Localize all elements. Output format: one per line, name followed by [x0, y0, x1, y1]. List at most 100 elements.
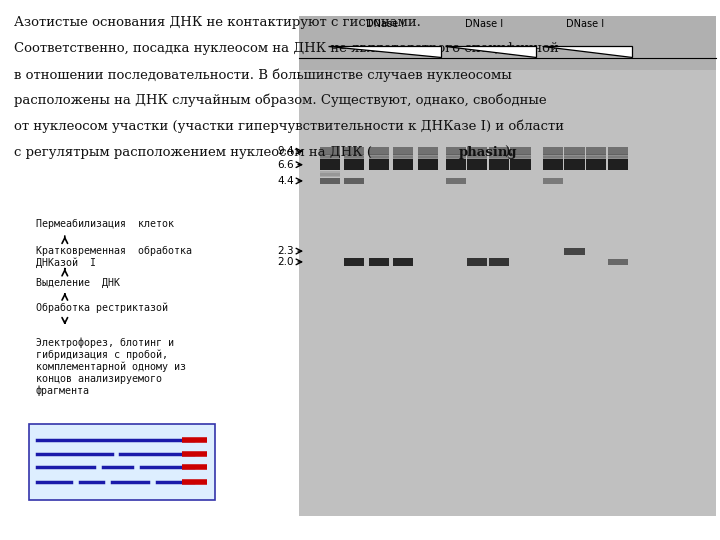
Bar — [586, 154, 606, 157]
Bar — [320, 159, 340, 170]
Bar — [393, 147, 413, 155]
Bar — [320, 173, 340, 176]
Bar — [320, 178, 340, 184]
Bar — [489, 147, 509, 155]
Bar — [467, 147, 487, 155]
Bar — [369, 155, 389, 158]
Text: 6.6: 6.6 — [277, 160, 294, 170]
Bar — [320, 174, 340, 177]
Bar — [418, 159, 438, 170]
Bar — [344, 155, 364, 158]
Bar — [369, 159, 389, 170]
Text: расположены на ДНК случайным образом. Существуют, однако, свободные: расположены на ДНК случайным образом. Су… — [14, 94, 547, 107]
Bar — [299, 16, 716, 516]
Bar — [489, 155, 509, 158]
Bar — [608, 159, 628, 170]
Text: Соответственно, посадка нуклеосом на ДНК не являетсястрого специфичной: Соответственно, посадка нуклеосом на ДНК… — [14, 42, 559, 55]
Bar — [393, 155, 413, 158]
Bar — [510, 159, 531, 170]
Bar — [299, 70, 716, 516]
Bar — [418, 147, 438, 155]
Text: с регулятрым расположением нуклеосом на ДНК (: с регулятрым расположением нуклеосом на … — [14, 146, 372, 159]
Bar — [446, 159, 466, 170]
Bar — [489, 154, 509, 157]
Bar — [320, 156, 340, 159]
Bar — [344, 157, 364, 160]
Bar — [418, 157, 438, 160]
Bar — [393, 159, 413, 170]
Bar — [543, 159, 563, 170]
Bar — [510, 156, 531, 159]
Bar — [543, 157, 563, 160]
Bar — [344, 178, 364, 184]
Bar — [586, 157, 606, 160]
Bar — [564, 157, 585, 160]
Bar — [489, 159, 509, 170]
Text: Выделение  ДНК: Выделение ДНК — [36, 278, 120, 288]
Bar — [418, 156, 438, 159]
Bar — [510, 147, 531, 155]
Text: 4.4: 4.4 — [277, 176, 294, 186]
Bar — [489, 156, 509, 159]
Polygon shape — [542, 46, 632, 57]
Bar — [564, 147, 585, 155]
Text: DNase I: DNase I — [366, 19, 404, 29]
Bar — [320, 154, 340, 157]
Text: от нуклеосом участки (участки гиперчувствительности к ДНКазе I) и области: от нуклеосом участки (участки гиперчувст… — [14, 120, 564, 133]
Bar — [564, 156, 585, 159]
Bar — [467, 156, 487, 159]
Bar — [489, 157, 509, 160]
Bar — [489, 258, 509, 266]
Bar — [543, 155, 563, 158]
Bar — [543, 154, 563, 157]
Text: Кратковременная  обработка
ДНКазой  I: Кратковременная обработка ДНКазой I — [36, 246, 192, 268]
Bar — [369, 157, 389, 160]
Bar — [320, 157, 340, 160]
Bar — [344, 154, 364, 157]
Bar — [393, 157, 413, 160]
Text: 2.0: 2.0 — [277, 257, 294, 267]
Bar — [543, 156, 563, 159]
Text: 2.3: 2.3 — [277, 246, 294, 256]
Bar — [344, 156, 364, 159]
Bar — [510, 154, 531, 157]
Bar — [586, 155, 606, 158]
Text: Обработка рестриктазой: Обработка рестриктазой — [36, 302, 168, 313]
Bar — [586, 159, 606, 170]
Bar — [29, 424, 215, 500]
Bar — [564, 154, 585, 157]
Bar — [393, 154, 413, 157]
Bar — [564, 155, 585, 158]
Text: Азотистые основания ДНК не контактируют с гистонами.: Азотистые основания ДНК не контактируют … — [14, 16, 421, 29]
Bar — [564, 247, 585, 254]
Bar — [344, 159, 364, 170]
Bar — [608, 147, 628, 155]
Bar — [543, 147, 563, 155]
Bar — [418, 154, 438, 157]
Bar — [608, 155, 628, 158]
Text: Пермеабилизация  клеток: Пермеабилизация клеток — [36, 219, 174, 229]
Text: DNase I: DNase I — [465, 19, 503, 29]
Bar — [608, 156, 628, 159]
Bar — [446, 147, 466, 155]
Bar — [393, 156, 413, 159]
Bar — [446, 178, 466, 184]
Bar — [467, 258, 487, 266]
Bar — [467, 157, 487, 160]
Bar — [510, 155, 531, 158]
Text: ).: ). — [504, 146, 514, 159]
Bar — [467, 159, 487, 170]
Bar — [418, 155, 438, 158]
Bar — [446, 155, 466, 158]
Bar — [393, 258, 413, 266]
Bar — [543, 178, 563, 184]
Bar — [344, 258, 364, 266]
Bar — [320, 147, 340, 155]
Bar — [586, 147, 606, 155]
Bar — [369, 258, 389, 266]
Bar — [586, 156, 606, 159]
Bar — [564, 159, 585, 170]
Polygon shape — [445, 46, 536, 57]
Bar — [510, 157, 531, 160]
Text: Электрофорез, блотинг и
гибридизация с пробой,
комплементарной одному из
концов : Электрофорез, блотинг и гибридизация с п… — [36, 338, 186, 396]
